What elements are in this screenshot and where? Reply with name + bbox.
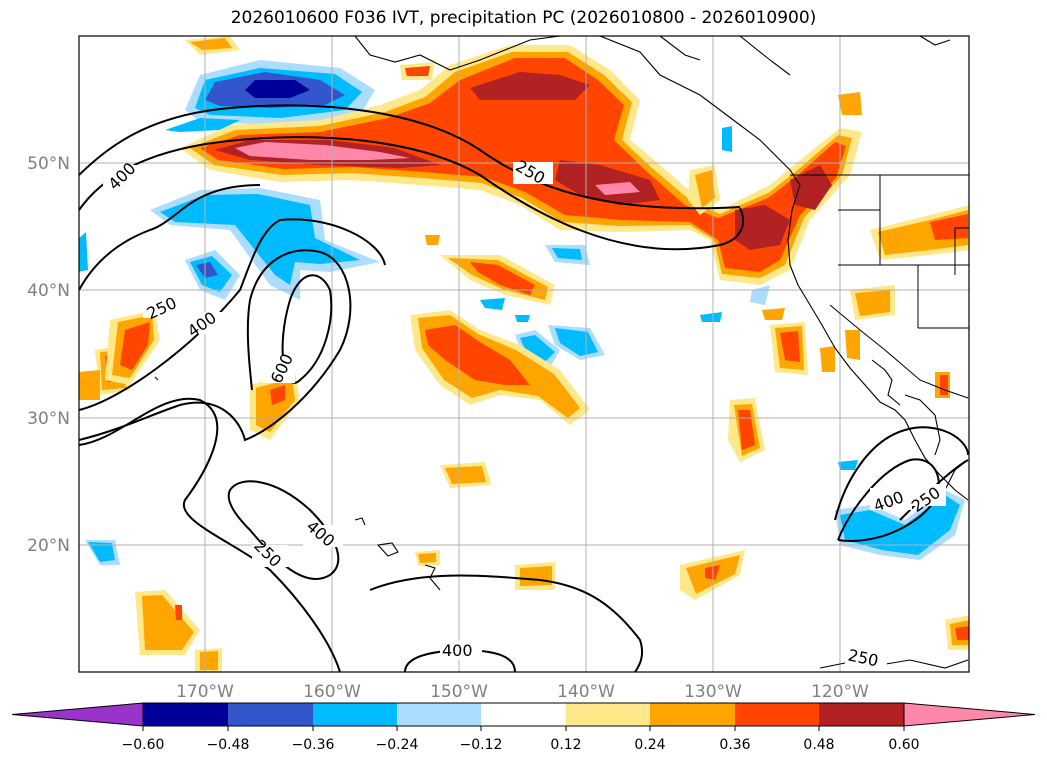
lat-label-40n: 40°N — [27, 281, 70, 301]
colorbar-tick-5: −0.12 — [460, 737, 503, 753]
lon-label-150w: 150°W — [430, 682, 488, 702]
colorbar-segment-7 — [650, 703, 735, 726]
colorbar-tick-6: 0.12 — [550, 737, 581, 753]
contour-label-400-bottom: 400 — [442, 641, 473, 660]
colorbar-tick-1: −0.60 — [122, 737, 165, 753]
lat-label-20n: 20°N — [27, 536, 70, 556]
lon-label-120w: 120°W — [811, 682, 869, 702]
map-title: 2026010600 F036 IVT, precipitation PC (2… — [230, 8, 817, 28]
lat-label-30n: 30°N — [27, 409, 70, 429]
latitude-labels: 50°N 40°N 30°N 20°N — [27, 154, 70, 556]
colorbar-outline — [142, 702, 905, 727]
lon-label-140w: 140°W — [557, 682, 615, 702]
colorbar-tick-2: −0.48 — [207, 737, 250, 753]
colorbar-segment-3 — [313, 703, 397, 726]
lon-label-170w: 170°W — [176, 682, 234, 702]
colorbar-segment-2 — [228, 703, 313, 726]
colorbar-tick-3: −0.36 — [292, 737, 335, 753]
lon-label-130w: 130°W — [684, 682, 742, 702]
map-frame — [78, 35, 970, 673]
colorbar-segment-6 — [566, 703, 650, 726]
colorbar-segment-9 — [819, 703, 904, 726]
colorbar-segment-5 — [481, 703, 566, 726]
colorbar-extend-low — [11, 702, 144, 727]
colorbar-tick-9: 0.48 — [803, 737, 834, 753]
colorbar-tick-7: 0.24 — [634, 737, 665, 753]
colorbar-tick-4: −0.24 — [376, 737, 419, 753]
country-borders — [790, 174, 969, 399]
colorbar-tick-10: 0.60 — [888, 737, 919, 753]
colorbar: −0.60 −0.48 −0.36 −0.24 −0.12 0.12 0.24 … — [11, 702, 1036, 753]
colorbar-segment-1 — [143, 703, 228, 726]
lon-label-160w: 160°W — [303, 682, 361, 702]
contour-label-backgrounds — [103, 162, 946, 668]
colorbar-extend-high — [903, 702, 1036, 727]
lat-label-50n: 50°N — [27, 154, 70, 174]
colorbar-segment-4 — [397, 703, 481, 726]
colorbar-segment-8 — [735, 703, 819, 726]
longitude-labels: 170°W 160°W 150°W 140°W 130°W 120°W — [176, 682, 869, 702]
colorbar-tick-8: 0.36 — [719, 737, 750, 753]
positive-anomaly-scattered — [79, 36, 969, 672]
